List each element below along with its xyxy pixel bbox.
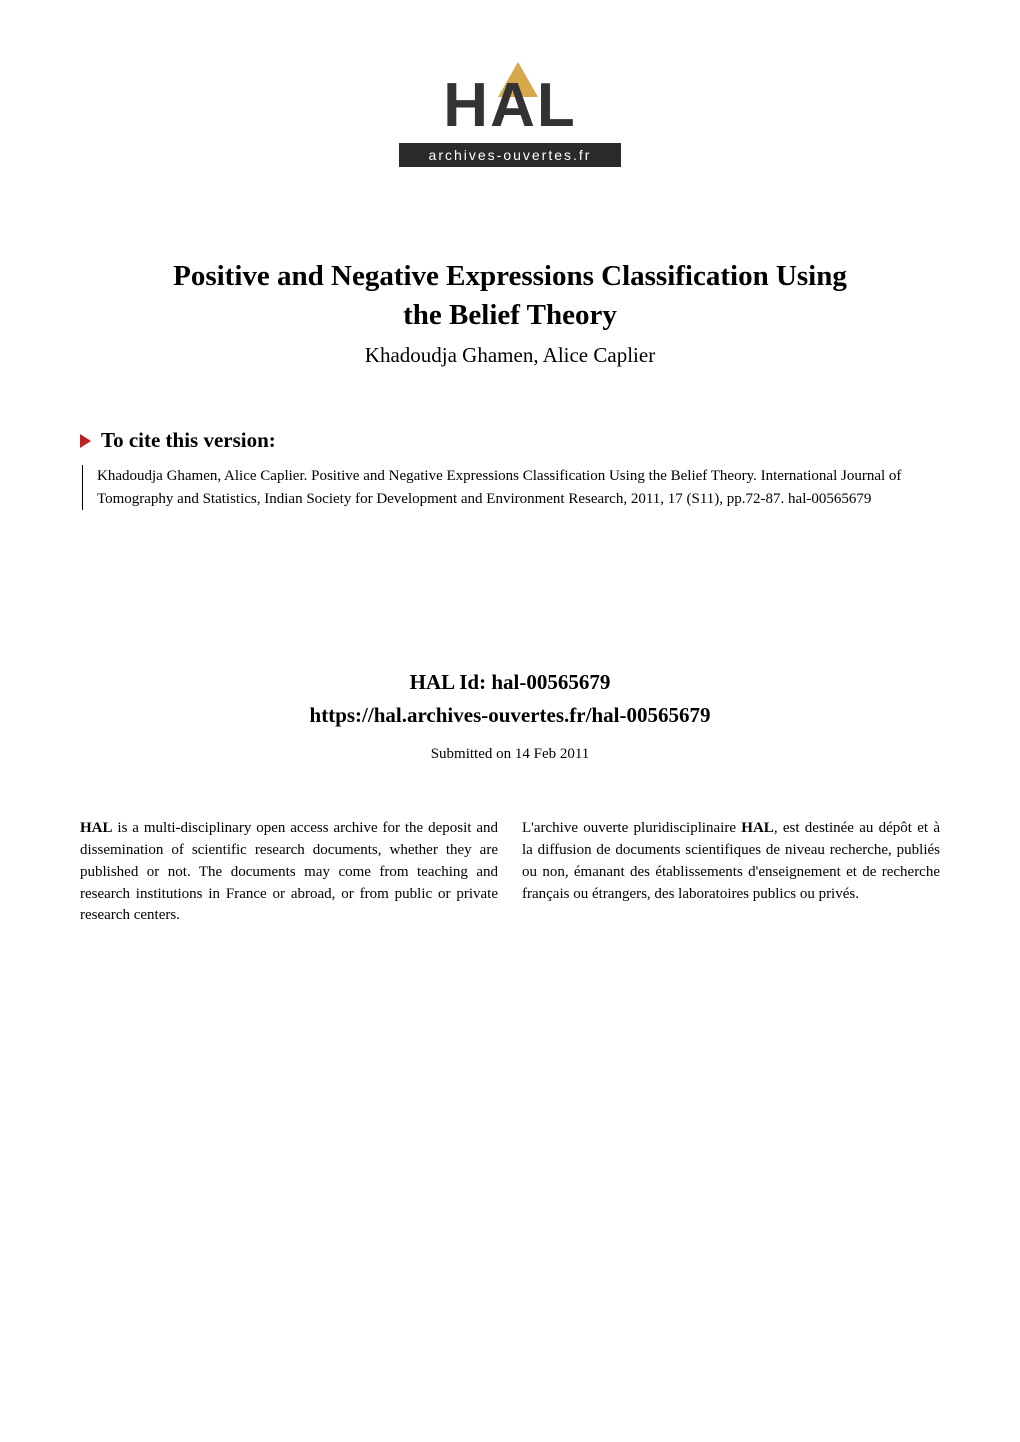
logo-subtitle: archives-ouvertes.fr (399, 143, 622, 167)
hal-id-label: HAL Id: (410, 670, 492, 694)
cite-header: To cite this version: (80, 428, 940, 453)
paper-authors: Khadoudja Ghamen, Alice Caplier (80, 343, 940, 368)
right-column: L'archive ouverte pluridisciplinaire HAL… (522, 818, 940, 927)
hal-id: HAL Id: hal-00565679 (80, 670, 940, 695)
paper-title: Positive and Negative Expressions Classi… (80, 257, 940, 335)
left-text: is a multi-disciplinary open access arch… (80, 820, 498, 923)
hal-id-value: hal-00565679 (491, 670, 610, 694)
left-column: HAL is a multi-disciplinary open access … (80, 818, 498, 927)
cite-section: To cite this version: Khadoudja Ghamen, … (80, 428, 940, 510)
hal-logo-container: HAL archives-ouvertes.fr (80, 70, 940, 167)
triangle-icon (80, 434, 91, 448)
hal-id-section: HAL Id: hal-00565679 https://hal.archive… (80, 670, 940, 728)
title-line-1: Positive and Negative Expressions Classi… (80, 257, 940, 296)
right-prefix: L'archive ouverte pluridisciplinaire (522, 820, 741, 836)
cite-title: To cite this version: (101, 428, 276, 453)
submitted-date: Submitted on 14 Feb 2011 (80, 746, 940, 763)
hal-logo: HAL archives-ouvertes.fr (399, 70, 622, 167)
left-bold: HAL (80, 820, 113, 836)
hal-url[interactable]: https://hal.archives-ouvertes.fr/hal-005… (80, 703, 940, 728)
right-bold: HAL (741, 820, 774, 836)
citation-text: Khadoudja Ghamen, Alice Caplier. Positiv… (82, 465, 940, 510)
logo-text: HAL (443, 70, 576, 141)
title-line-2: the Belief Theory (80, 296, 940, 335)
description-columns: HAL is a multi-disciplinary open access … (80, 818, 940, 927)
